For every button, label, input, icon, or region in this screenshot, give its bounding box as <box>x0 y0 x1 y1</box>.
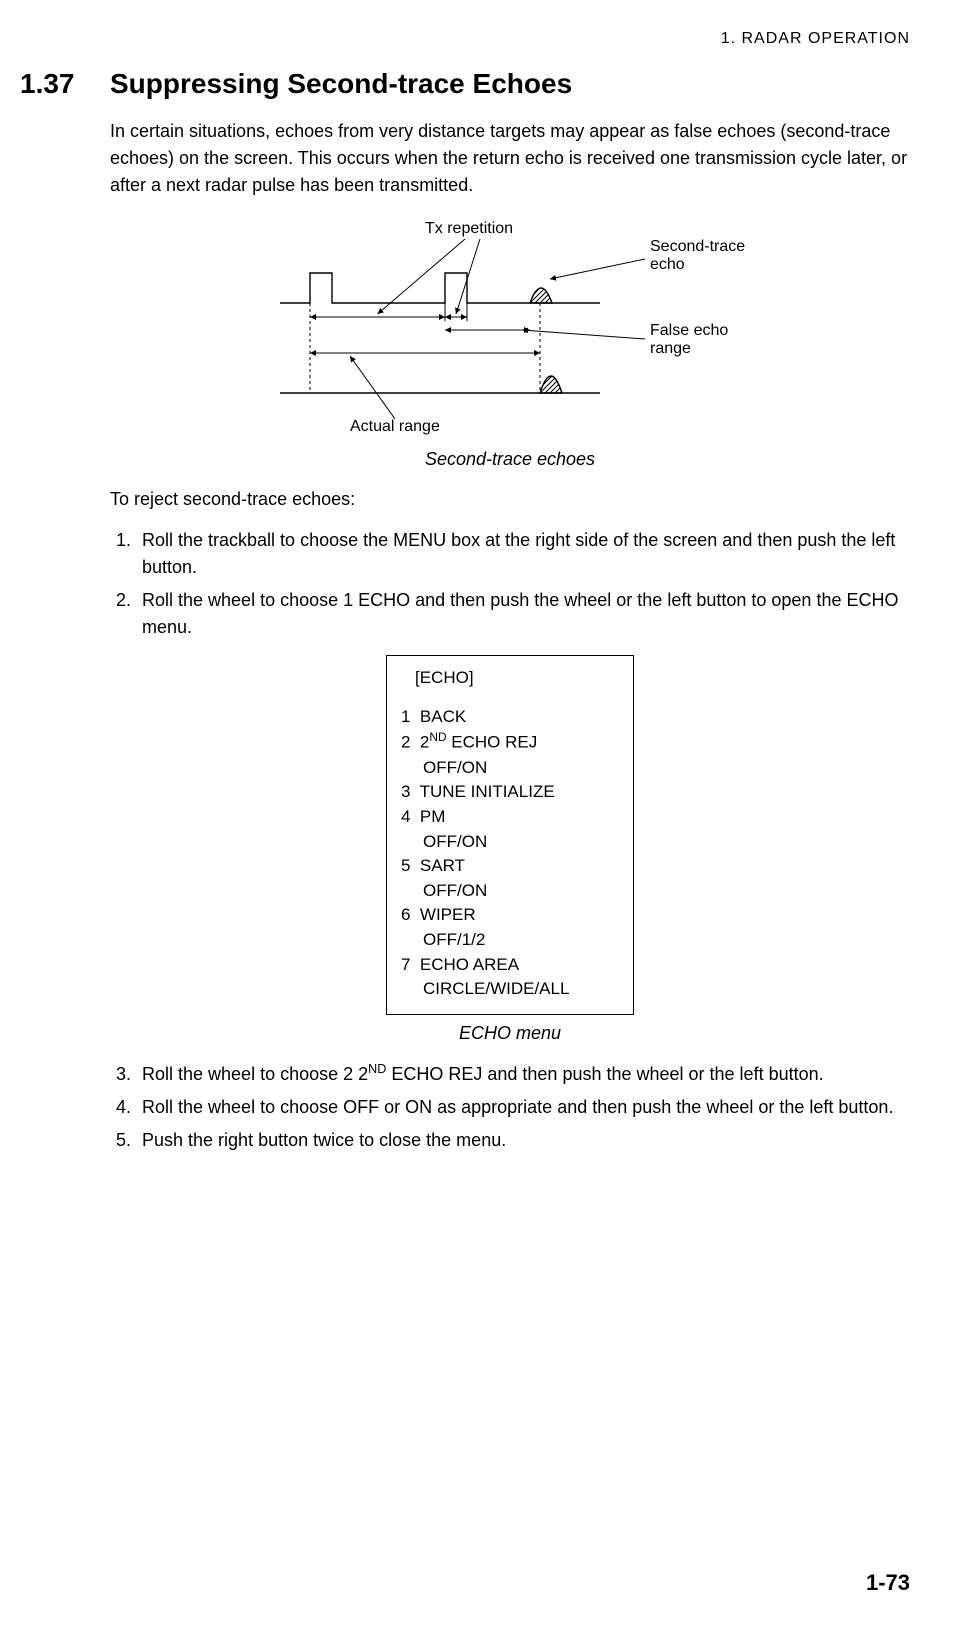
svg-text:Tx repetition: Tx repetition <box>425 220 513 237</box>
step-3-pre: Roll the wheel to choose 2 2 <box>142 1064 368 1084</box>
section-number: 1.37 <box>20 68 110 100</box>
step-4: Roll the wheel to choose OFF or ON as ap… <box>136 1094 910 1121</box>
echo-menu-box: [ECHO] 1 BACK 2 2ND ECHO REJ OFF/ON 3 TU… <box>386 655 634 1015</box>
echo-menu-caption: ECHO menu <box>110 1023 910 1044</box>
svg-text:Second-trace: Second-trace <box>650 238 745 255</box>
step-1: Roll the trackball to choose the MENU bo… <box>136 527 910 581</box>
reject-intro: To reject second-trace echoes: <box>110 486 910 513</box>
echo-menu-item-4-sub: OFF/ON <box>423 830 611 855</box>
timing-diagram-caption: Second-trace echoes <box>110 449 910 470</box>
echo-menu-item-4: 4 PM <box>401 805 611 830</box>
echo-menu-item-5-sub: OFF/ON <box>423 879 611 904</box>
steps-list-a: Roll the trackball to choose the MENU bo… <box>110 527 910 641</box>
echo-menu-item-7-sub: CIRCLE/WIDE/ALL <box>423 977 611 1002</box>
echo-menu-item-1: 1 BACK <box>401 705 611 730</box>
echo-menu-item-5: 5 SART <box>401 854 611 879</box>
section-title: Suppressing Second-trace Echoes <box>110 68 572 100</box>
echo-menu-item-6: 6 WIPER <box>401 903 611 928</box>
page: 1. RADAR OPERATION 1.37 Suppressing Seco… <box>0 0 970 1632</box>
section-heading: 1.37 Suppressing Second-trace Echoes <box>20 68 910 100</box>
svg-text:Actual range: Actual range <box>350 418 440 435</box>
svg-text:range: range <box>650 340 691 357</box>
step-5: Push the right button twice to close the… <box>136 1127 910 1154</box>
echo-menu-item-7: 7 ECHO AREA <box>401 953 611 978</box>
echo-menu-item-2-pre: 2 2 <box>401 733 429 752</box>
body: In certain situations, echoes from very … <box>110 118 910 1154</box>
echo-menu-item-2: 2 2ND ECHO REJ <box>401 729 611 755</box>
steps-list-b: Roll the wheel to choose 2 2ND ECHO REJ … <box>110 1060 910 1154</box>
echo-menu-item-2-sup: ND <box>429 730 446 744</box>
intro-paragraph: In certain situations, echoes from very … <box>110 118 910 199</box>
page-number: 1-73 <box>866 1570 910 1596</box>
svg-text:echo: echo <box>650 256 685 273</box>
echo-menu-item-6-sub: OFF/1/2 <box>423 928 611 953</box>
running-head: 1. RADAR OPERATION <box>20 30 910 48</box>
timing-diagram: Tx repetition Second-traceecho False echor… <box>110 213 910 443</box>
step-3-sup: ND <box>368 1062 386 1076</box>
echo-menu-item-2-post: ECHO REJ <box>447 733 538 752</box>
echo-menu-figure: [ECHO] 1 BACK 2 2ND ECHO REJ OFF/ON 3 TU… <box>110 655 910 1015</box>
echo-menu-item-2-sub: OFF/ON <box>423 756 611 781</box>
svg-text:False echo: False echo <box>650 322 728 339</box>
step-2: Roll the wheel to choose 1 ECHO and then… <box>136 587 910 641</box>
step-3: Roll the wheel to choose 2 2ND ECHO REJ … <box>136 1060 910 1088</box>
echo-menu-title: [ECHO] <box>415 666 611 691</box>
echo-menu-item-3: 3 TUNE INITIALIZE <box>401 780 611 805</box>
step-3-post: ECHO REJ and then push the wheel or the … <box>386 1064 823 1084</box>
